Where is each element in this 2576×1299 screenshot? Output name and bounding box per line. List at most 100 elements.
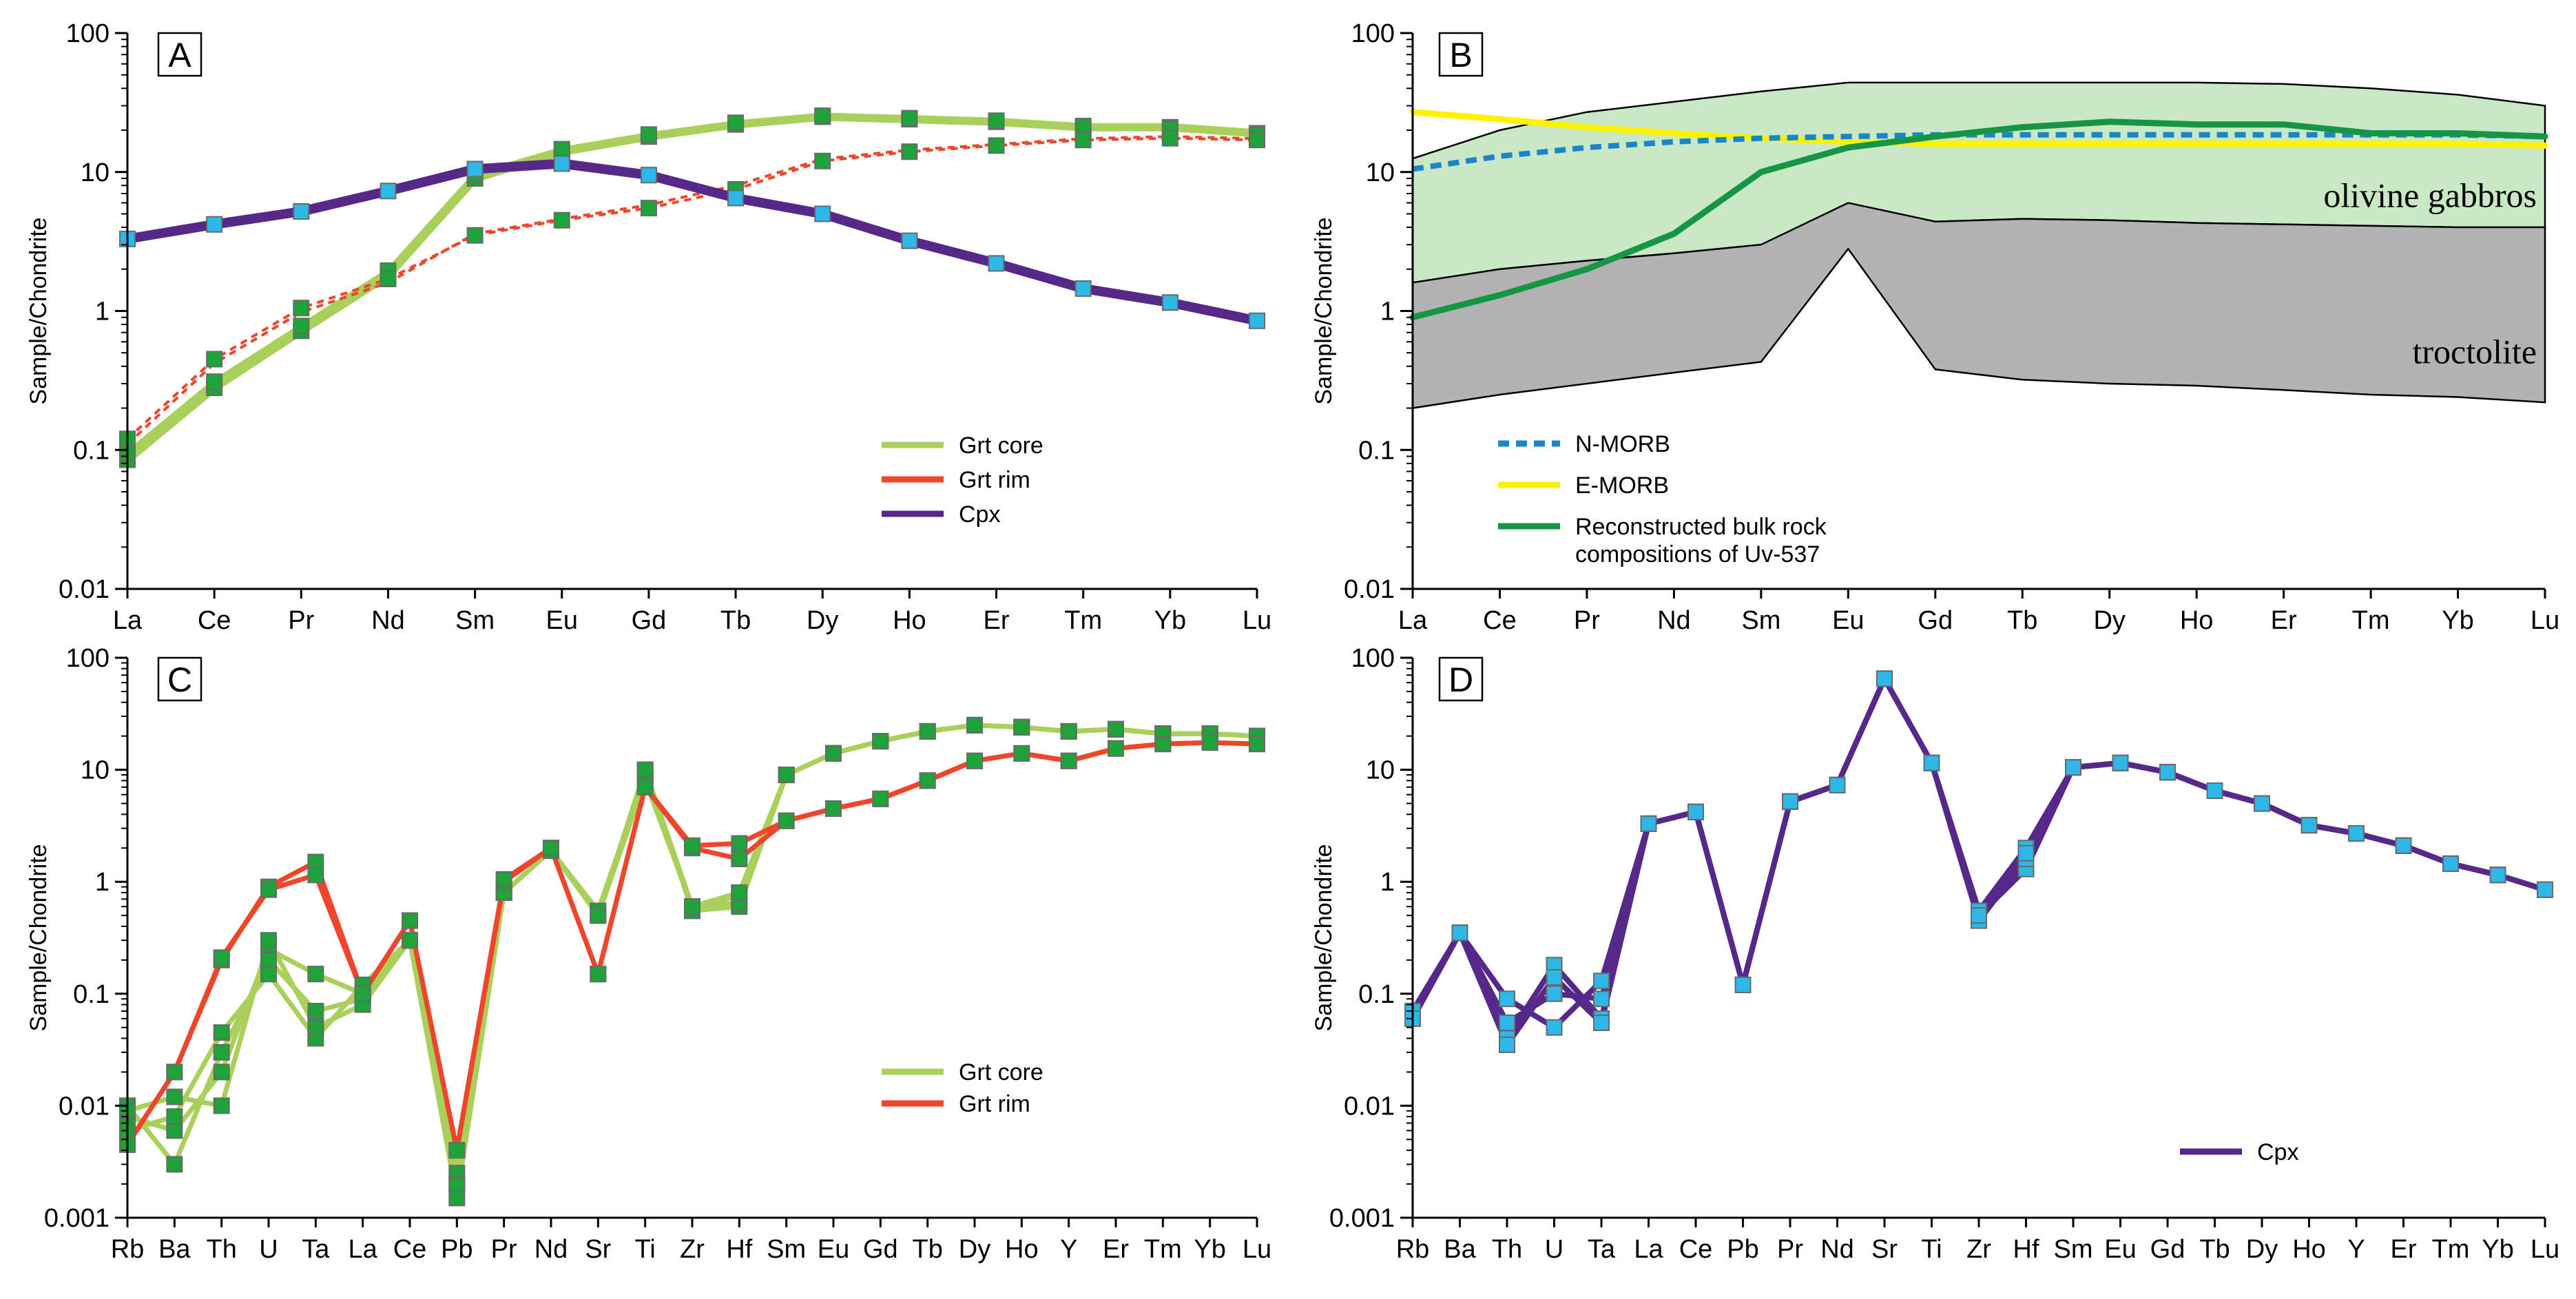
y-tick-label: 0.1 [1358, 436, 1395, 465]
x-tick-label: Tb [2007, 606, 2037, 635]
data-point [2300, 817, 2318, 834]
data-point [1154, 736, 1172, 753]
legend-label: compositions of Uv-537 [1575, 541, 1820, 568]
data-point [1451, 924, 1468, 942]
data-point [1499, 990, 1515, 1008]
data-point [1013, 718, 1030, 736]
data-point [166, 1156, 183, 1173]
data-point [1108, 720, 1124, 738]
legend-label: Grt core [959, 1059, 1043, 1085]
panel-letter-box [1438, 32, 1484, 77]
data-point [448, 1176, 466, 1193]
series-line [1410, 676, 2548, 1048]
x-tick-label: Dy [2093, 606, 2125, 635]
x-tick-label: La [1398, 606, 1428, 635]
x-tick-label: Eu [546, 606, 578, 635]
x-tick-label: Ta [1588, 1235, 1616, 1264]
data-point [814, 205, 831, 222]
y-axis-title: Sample/Chondrite [1311, 844, 1337, 1031]
data-point [640, 167, 657, 184]
y-tick-label: 10 [81, 158, 110, 187]
x-tick-label: Zr [680, 1235, 705, 1264]
x-tick-label: Sm [1741, 606, 1780, 635]
data-point [1546, 969, 1563, 986]
data-point [293, 318, 310, 335]
series-line [125, 723, 1260, 1176]
data-point [2065, 759, 2081, 776]
data-point [2112, 754, 2129, 771]
y-tick-label: 1 [1380, 868, 1395, 897]
data-point [636, 778, 654, 796]
x-tick-label: Er [2391, 1235, 2417, 1264]
x-tick-label: Tm [2432, 1235, 2470, 1264]
annotation-troctolite: troctolite [2413, 333, 2537, 371]
x-tick-label: Gd [2150, 1235, 2185, 1264]
data-point [919, 772, 936, 789]
x-tick-label: Tb [912, 1235, 942, 1264]
data-point [1161, 129, 1178, 147]
data-point [814, 152, 831, 169]
x-tick-label: Yb [1154, 606, 1186, 635]
data-point [466, 160, 484, 178]
legend-label: Cpx [2257, 1139, 2298, 1165]
data-point [1687, 803, 1704, 820]
x-tick-label: Er [2271, 606, 2297, 635]
data-point [1499, 1015, 1515, 1032]
data-point [1876, 670, 1893, 687]
y-tick-label: 0.001 [1329, 1204, 1395, 1233]
data-point [919, 723, 936, 740]
data-point [260, 932, 277, 949]
x-tick-label: Ba [1444, 1235, 1476, 1264]
data-point [553, 155, 570, 172]
data-point [307, 966, 324, 983]
data-point [402, 932, 418, 949]
x-tick-label: Eu [818, 1235, 849, 1264]
data-point [1108, 740, 1124, 757]
panel-letter-box [157, 656, 202, 702]
x-tick-label: Ho [893, 606, 926, 635]
y-axis-title: Sample/Chondrite [25, 844, 52, 1031]
legend-label: Grt rim [959, 1091, 1030, 1117]
data-point [731, 835, 748, 852]
data-point [166, 1108, 183, 1125]
x-tick-label: Ho [1005, 1235, 1039, 1264]
x-tick-label: Tm [2352, 606, 2390, 635]
data-point [206, 216, 223, 233]
legend-label: Reconstructed bulk rock [1575, 514, 1827, 540]
legend-label: Grt core [959, 433, 1043, 459]
x-tick-label: Ce [1679, 1235, 1713, 1264]
y-axis-title: Sample/Chondrite [1311, 217, 1337, 404]
panel-letter: C [167, 661, 192, 699]
data-point [1201, 734, 1218, 751]
data-point [2489, 866, 2506, 884]
x-tick-label: U [1545, 1235, 1564, 1264]
x-tick-label: La [113, 606, 143, 635]
data-point [402, 912, 418, 929]
x-tick-label: Ce [1483, 606, 1517, 635]
series-line [125, 113, 1260, 456]
data-point [553, 211, 570, 229]
data-point [307, 1002, 324, 1019]
x-tick-label: Ce [198, 606, 231, 635]
series-line [1410, 676, 2548, 1041]
data-point [966, 716, 983, 734]
y-tick-label: 100 [1351, 644, 1395, 673]
data-point [166, 1063, 183, 1081]
data-point [778, 812, 795, 829]
series-line [1409, 118, 2548, 321]
x-tick-label: Pb [441, 1235, 472, 1264]
x-tick-label: Yb [2482, 1235, 2513, 1264]
panel-b: 0.01 0.1 1 10 100 La Ce Pr Nd Sm Eu Gd Tb Dy Ho Er Tm Yb L… [1311, 19, 2559, 635]
data-point [1593, 1015, 1610, 1032]
x-tick-label: Pr [1574, 606, 1600, 635]
data-point [213, 949, 230, 966]
data-point [2537, 881, 2553, 898]
data-point [590, 966, 607, 983]
data-point [1593, 973, 1610, 990]
y-tick-label: 0.01 [1344, 1092, 1395, 1121]
x-tick-label: La [349, 1235, 378, 1264]
x-tick-label: Sm [767, 1235, 806, 1264]
x-tick-label: Tm [1064, 606, 1102, 635]
data-point [466, 227, 484, 244]
